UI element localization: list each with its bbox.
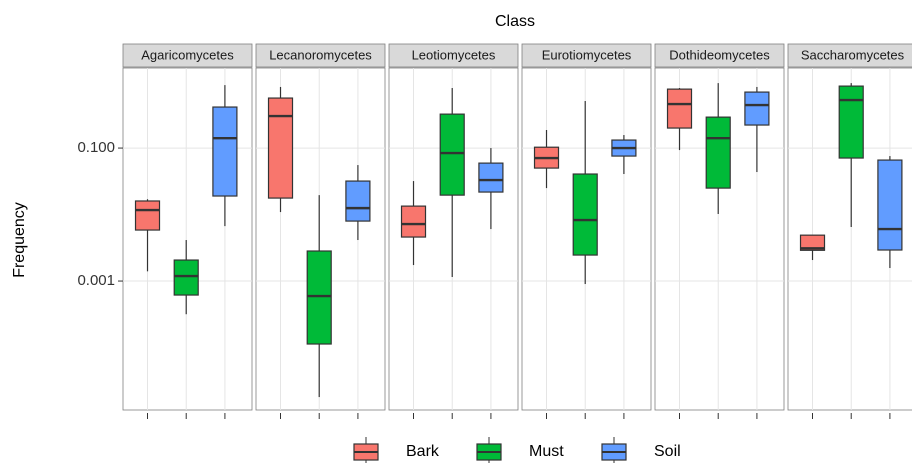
facet-label: Leotiomycetes: [412, 47, 496, 62]
box: [267, 97, 294, 199]
box: [666, 88, 693, 129]
box: [439, 113, 465, 196]
box: [134, 200, 161, 231]
facet-label: Lecanoromycetes: [269, 47, 372, 62]
strip-background: [654, 43, 785, 68]
strip-background: [388, 43, 519, 68]
legend-label: Bark: [406, 443, 440, 460]
facet-label: Eurotiomycetes: [542, 47, 632, 62]
box: [345, 180, 371, 222]
box: [838, 85, 864, 159]
box: [744, 91, 770, 126]
box: [799, 234, 826, 251]
y-tick-label: 0.100: [77, 139, 115, 156]
box: [705, 116, 731, 189]
box: [212, 106, 238, 197]
strip-background: [255, 43, 386, 68]
strip-background: [521, 43, 652, 68]
box: [173, 259, 199, 296]
box: [400, 205, 427, 238]
y-axis-label: Frequency: [11, 202, 28, 278]
legend-label: Must: [529, 443, 564, 460]
facet-label: Agaricomycetes: [141, 47, 234, 62]
y-tick-label: 0.001: [77, 272, 115, 289]
box: [478, 162, 504, 193]
legend-label: Soil: [654, 443, 681, 460]
box: [877, 159, 903, 251]
facet-title: Class: [495, 13, 535, 30]
facet-label: Saccharomycetes: [801, 47, 905, 62]
box: [306, 250, 332, 345]
box: [572, 173, 598, 256]
strip-background: [787, 43, 912, 68]
facet-label: Dothideomycetes: [669, 47, 770, 62]
strip-background: [122, 43, 253, 68]
